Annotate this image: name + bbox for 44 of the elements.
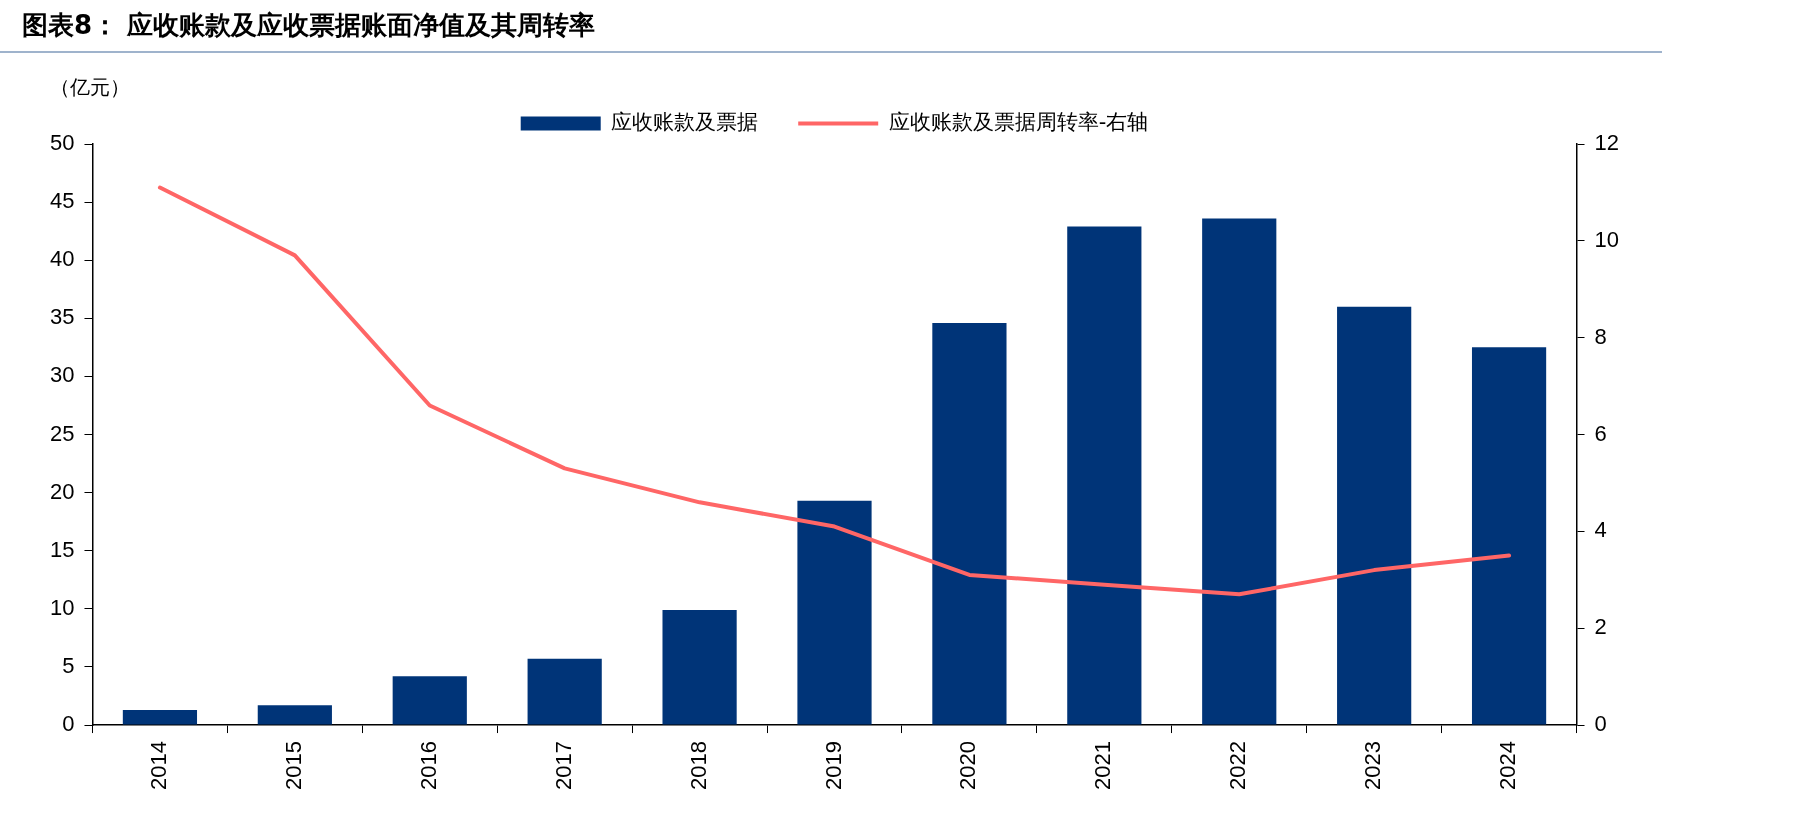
y-tick-label: 50 (49, 130, 75, 156)
y-tick-label: 35 (49, 304, 75, 330)
bar (122, 709, 198, 725)
bar (797, 500, 872, 725)
chart-title: 图表8： 应收账款及应收票据账面净值及其周转率 (0, 0, 1662, 53)
legend-label: 应收账款及票据周转率-右轴 (888, 109, 1149, 134)
legend-label: 应收账款及票据 (611, 109, 759, 134)
y-tick-label: 5 (62, 653, 75, 679)
x-tick-label: 2014 (145, 741, 171, 791)
x-tick-label: 2015 (280, 741, 306, 791)
x-tick-label: 2023 (1360, 741, 1386, 791)
y-tick-label: 40 (49, 246, 75, 272)
y2-tick-label: 12 (1594, 130, 1620, 156)
y2-tick-label: 6 (1594, 420, 1607, 446)
x-tick-label: 2019 (820, 741, 846, 791)
x-tick-label: 2016 (415, 741, 441, 791)
y-tick-label: 20 (49, 478, 75, 504)
bar (527, 658, 602, 725)
y-tick-label: 30 (49, 362, 75, 388)
y2-tick-label: 0 (1594, 711, 1607, 737)
bar (1067, 226, 1142, 725)
y-tick-label: 10 (49, 594, 75, 620)
y-axis-title: （亿元） (50, 75, 130, 100)
y2-tick-label: 8 (1594, 323, 1607, 349)
x-tick-label: 2022 (1225, 741, 1251, 791)
bar (1202, 218, 1277, 725)
y2-tick-label: 10 (1594, 226, 1620, 252)
bar (257, 705, 332, 725)
y-tick-label: 15 (49, 536, 75, 562)
bar (1337, 306, 1412, 725)
y2-tick-label: 4 (1594, 517, 1607, 543)
x-tick-label: 2017 (550, 741, 576, 791)
bar (1471, 347, 1547, 725)
bar (932, 322, 1007, 725)
y-tick-label: 25 (49, 420, 75, 446)
x-tick-label: 2024 (1495, 741, 1521, 791)
y-tick-label: 0 (62, 711, 75, 737)
x-tick-label: 2018 (685, 741, 711, 791)
bar (662, 610, 737, 725)
x-tick-label: 2021 (1090, 741, 1116, 791)
y-tick-label: 45 (49, 188, 75, 214)
x-tick-label: 2020 (955, 741, 981, 791)
y2-tick-label: 2 (1594, 614, 1607, 640)
bar (392, 676, 467, 725)
